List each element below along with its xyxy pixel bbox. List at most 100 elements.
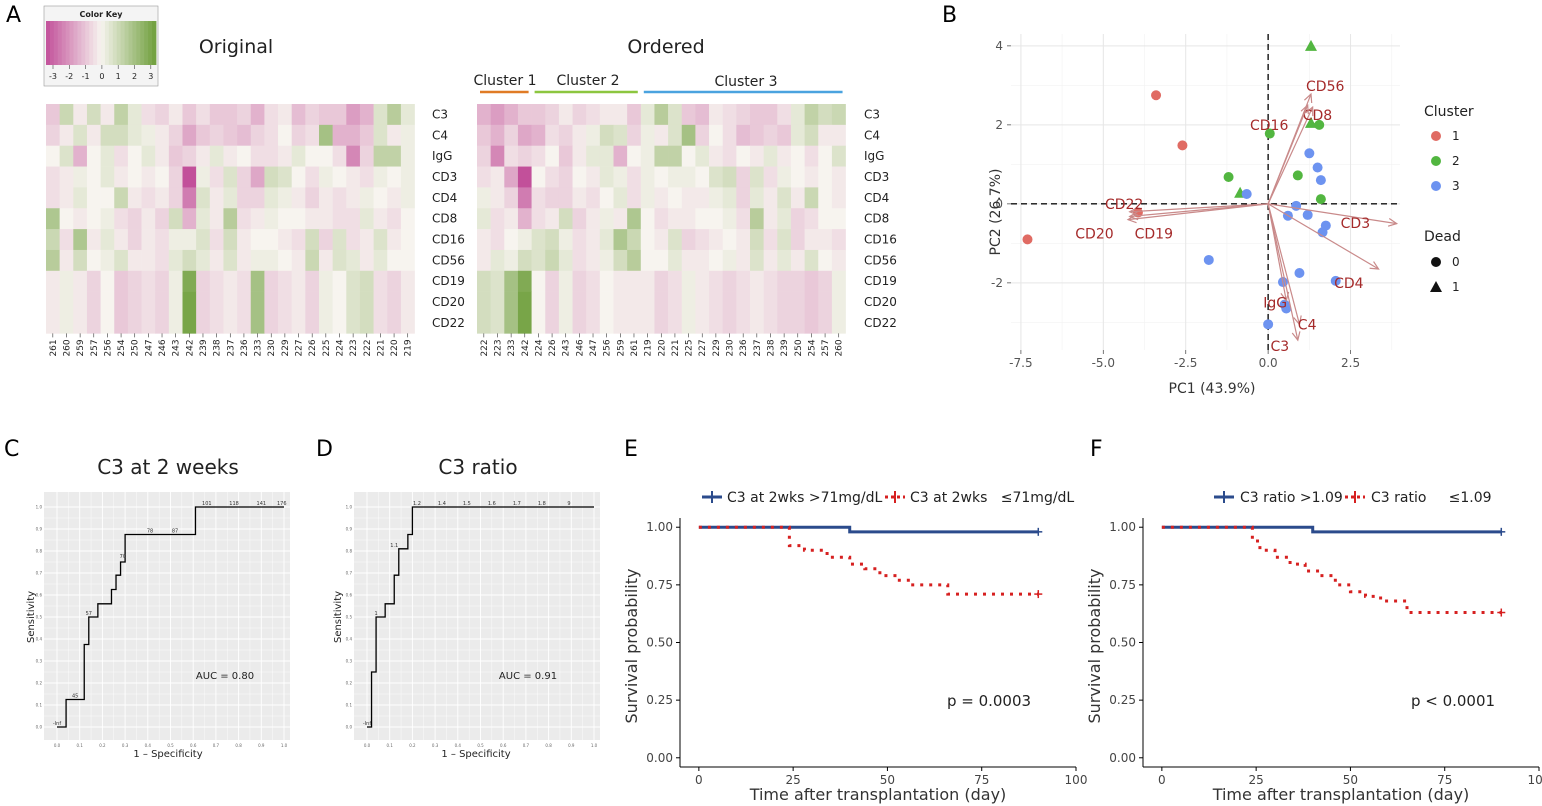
heatmap-cell <box>627 270 642 292</box>
heatmap-cell <box>141 187 156 209</box>
heatmap-cell <box>517 270 532 292</box>
roc-y-tick-label: 0.8 <box>346 549 353 554</box>
heatmap-cell <box>182 166 197 188</box>
heatmap-cell <box>695 145 710 167</box>
roc-y-tick-label: 0.7 <box>346 571 353 576</box>
heatmap-cell <box>250 312 265 334</box>
heatmap-cell <box>627 104 642 126</box>
heatmap-cell <box>736 187 751 209</box>
km-c3-2-weeks: 0 25 50 75 100 0.00 0.25 0.50 0.75 1.00 <box>646 518 1087 787</box>
heatmap-cell <box>319 166 333 188</box>
heatmap-cell <box>736 124 751 146</box>
heatmap-cell <box>209 166 224 188</box>
heatmap-cell <box>490 291 505 313</box>
heatmap-cell <box>373 312 388 334</box>
heatmap-cell <box>477 229 491 251</box>
heatmap-cell <box>831 166 846 188</box>
heatmap-cell <box>346 229 361 251</box>
heatmap-cell <box>86 312 101 334</box>
roc-y-tick-label: 0.4 <box>36 637 43 642</box>
heatmap-cell <box>127 124 142 146</box>
heatmap-cell <box>278 104 292 126</box>
panel-letter-e: E <box>624 437 638 462</box>
heatmap-cell <box>709 229 723 251</box>
heatmap-cell <box>400 145 415 167</box>
km-y-tick-label: 0.00 <box>1109 751 1136 765</box>
heatmap-cell <box>141 270 156 292</box>
heatmap-cell <box>305 312 320 334</box>
heatmap-cell <box>278 166 292 188</box>
color-key-tick-label: 2 <box>132 72 137 81</box>
km-x-tick-label: 100 <box>1065 773 1088 787</box>
heatmap-cell <box>250 249 265 272</box>
color-key-tick-label: 3 <box>148 72 153 81</box>
heatmap-cell <box>668 229 683 251</box>
heatmap-cell <box>709 208 723 230</box>
heatmap-cell <box>763 312 778 334</box>
heatmap-cell <box>599 229 614 251</box>
heatmap-cell <box>182 145 197 167</box>
roc-x-tick-label: 1.0 <box>591 743 598 748</box>
heatmap-cell <box>722 270 737 292</box>
heatmap-cell <box>599 104 614 126</box>
heatmap-cell <box>182 249 197 272</box>
roc-y-tick-label: 0.5 <box>36 615 43 620</box>
heatmap-column-label: 250 <box>131 339 141 356</box>
heatmap-column-label: 224 <box>335 339 345 356</box>
heatmap-row-label: CD3 <box>432 170 457 184</box>
roc-x-tick-label: 0.1 <box>387 743 394 748</box>
heatmap-cell <box>114 124 129 146</box>
heatmap-cell <box>790 208 805 230</box>
heatmap-cell <box>168 249 183 272</box>
heatmap-cell <box>750 104 764 126</box>
heatmap-cell <box>223 124 238 146</box>
heatmap-cell <box>572 124 587 146</box>
heatmap-cell <box>46 187 60 209</box>
heatmap-cell <box>155 104 170 126</box>
heatmap-cell <box>359 208 374 230</box>
heatmap-cell <box>586 270 601 292</box>
heatmap-cell <box>59 124 74 146</box>
heatmap-cell <box>250 270 265 292</box>
heatmap-cell <box>73 145 88 167</box>
heatmap-cell <box>763 145 778 167</box>
pca-loading-arrow <box>1129 203 1269 218</box>
heatmap-cell <box>319 270 333 292</box>
heatmap-cell <box>709 249 723 272</box>
roc-curve <box>57 506 284 728</box>
heatmap-cell <box>114 291 129 313</box>
heatmap-cell <box>319 312 333 334</box>
heatmap-cell <box>736 249 751 272</box>
heatmap-cell <box>627 312 642 334</box>
heatmap-cell <box>613 124 628 146</box>
heatmap-cell <box>681 291 696 313</box>
roc-x-tick-label: 0.3 <box>432 743 439 748</box>
heatmap-cell <box>127 187 142 209</box>
heatmap-cell <box>763 270 778 292</box>
heatmap-cell <box>558 145 573 167</box>
heatmap-cell <box>654 291 669 313</box>
color-key-tick-label: 0 <box>99 72 104 81</box>
heatmap-cell <box>790 312 805 334</box>
heatmap-cell <box>73 104 88 126</box>
heatmap-cell <box>668 312 683 334</box>
heatmap-cell <box>59 312 74 334</box>
cluster-2-label: Cluster 2 <box>556 73 619 89</box>
heatmap-cell <box>818 145 833 167</box>
heatmap-cell <box>387 249 402 272</box>
roc2-title: C3 ratio <box>438 455 517 479</box>
heatmap-cell <box>477 104 491 126</box>
color-key-swatch <box>124 21 129 65</box>
heatmap-cell <box>46 249 60 272</box>
heatmap-cell <box>681 208 696 230</box>
heatmap-cell <box>777 187 792 209</box>
heatmap-cell <box>477 312 491 334</box>
heatmap-cell <box>141 291 156 313</box>
heatmap-row-label: CD19 <box>432 274 465 288</box>
heatmap-cell <box>545 104 560 126</box>
heatmap-cell <box>831 208 846 230</box>
heatmap-cell <box>387 229 402 251</box>
heatmap-cell <box>373 124 388 146</box>
heatmap-cell <box>736 229 751 251</box>
heatmap-column-label: 219 <box>644 339 654 356</box>
